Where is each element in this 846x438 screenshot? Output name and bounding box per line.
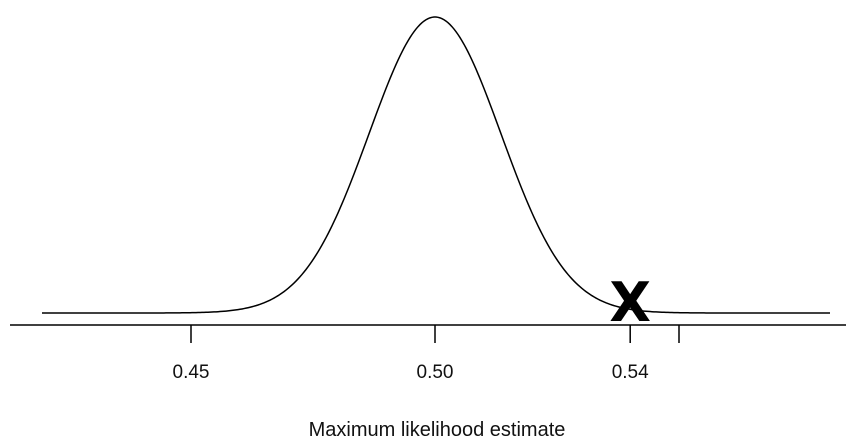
density-curve [42, 16, 830, 314]
x-tick-label-1: 0.45 [173, 362, 210, 383]
x-axis-ticks: 0.45 0.50 0.54 [173, 325, 680, 383]
estimate-marker: X [609, 271, 651, 334]
plot-area [42, 16, 830, 314]
x-tick-label-3: 0.54 [612, 362, 649, 383]
x-axis-title: Maximum likelihood estimate [309, 419, 566, 438]
x-tick-label-2: 0.50 [417, 362, 454, 383]
